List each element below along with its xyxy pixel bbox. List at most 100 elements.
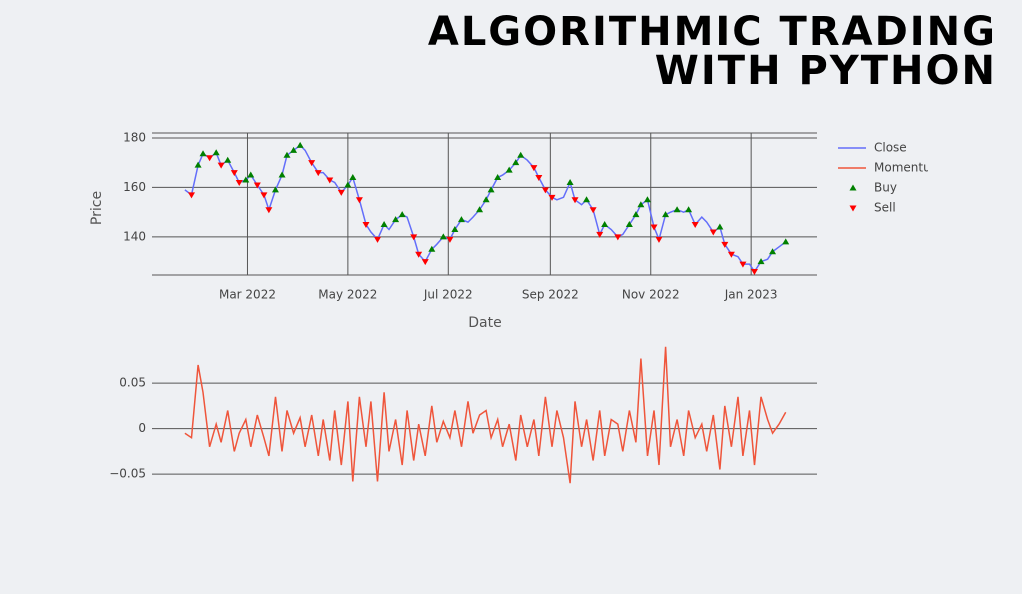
buy-marker [428, 245, 436, 252]
sell-marker [355, 197, 363, 204]
buy-marker [476, 206, 484, 213]
buy-marker [512, 159, 520, 166]
buy-marker [349, 174, 357, 181]
buy-marker [601, 221, 609, 228]
buy-marker [398, 211, 406, 218]
y-tick-label: 180 [123, 130, 146, 144]
buy-marker [643, 196, 651, 203]
buy-marker [583, 196, 591, 203]
x-tick-label: Jul 2022 [423, 288, 473, 302]
buy-marker [451, 225, 459, 232]
sell-marker [589, 207, 597, 214]
buy-marker [290, 146, 298, 153]
buy-marker [344, 181, 352, 188]
sell-marker [739, 261, 747, 268]
buy-marker [685, 206, 693, 213]
x-axis-title: Date [468, 315, 501, 331]
sell-marker [188, 192, 196, 199]
buy-marker [625, 221, 633, 228]
buy-marker [271, 186, 279, 193]
y-tick-label: 160 [123, 180, 146, 194]
buy-marker [296, 141, 304, 148]
buy-marker [494, 174, 502, 181]
x-tick-label: Sep 2022 [522, 288, 579, 302]
buy-marker [632, 211, 640, 218]
sell-marker [308, 160, 316, 167]
sell-marker [260, 192, 268, 199]
buy-marker [769, 248, 777, 255]
buy-marker [247, 171, 255, 178]
x-tick-label: Mar 2022 [219, 288, 276, 302]
series-line [184, 346, 787, 484]
sell-marker [362, 222, 370, 229]
buy-marker [242, 176, 250, 183]
sell-marker [691, 222, 699, 229]
sell-marker [596, 231, 604, 238]
legend-label: Sell [874, 201, 896, 215]
sell-marker [374, 236, 382, 243]
x-tick-label: Nov 2022 [622, 288, 680, 302]
page-title: WITH PYTHON [655, 48, 997, 94]
legend-label: Buy [874, 181, 897, 195]
legend-label: Momentum [874, 161, 942, 175]
sell-marker [314, 170, 322, 177]
sell-marker [727, 251, 735, 258]
y-tick-label: 0.05 [119, 376, 146, 390]
sell-marker [541, 187, 549, 194]
buy-marker [224, 156, 232, 163]
y-tick-label: −0.05 [109, 467, 146, 481]
buy-marker [566, 178, 574, 185]
buy-marker [194, 161, 202, 168]
sell-marker [548, 194, 556, 201]
x-tick-label: Jan 2023 [724, 288, 778, 302]
sell-marker [709, 229, 717, 236]
sell-marker [253, 182, 261, 189]
sell-marker [750, 269, 758, 276]
sell-marker [415, 251, 423, 258]
sell-marker [217, 162, 225, 169]
buy-marker [278, 171, 286, 178]
buy-marker [487, 186, 495, 193]
buy-marker [517, 151, 525, 158]
buy-marker [482, 196, 490, 203]
y-tick-label: 140 [123, 229, 146, 243]
sell-marker [410, 234, 418, 241]
x-tick-label: May 2022 [318, 288, 377, 302]
buy-marker [380, 221, 388, 228]
buy-marker [505, 166, 513, 173]
series-line [184, 144, 787, 273]
sell-marker [650, 224, 658, 231]
buy-marker [199, 150, 207, 157]
buy-marker [782, 238, 790, 245]
sell-marker [326, 177, 334, 184]
sell-marker [265, 207, 273, 214]
buy-marker [283, 151, 291, 158]
sell-marker [337, 189, 345, 196]
sell-marker [446, 236, 454, 243]
page-title: ALGORITHMIC TRADING [428, 9, 997, 55]
legend: Close Momentum Buy Sell [838, 141, 942, 215]
sell-marker [721, 241, 729, 248]
buy-marker [673, 206, 681, 213]
y-axis-title: Price [89, 191, 105, 225]
sell-marker [655, 236, 663, 243]
buy-marker [637, 201, 645, 208]
buy-marker [757, 258, 765, 265]
buy-marker [392, 216, 400, 223]
sell-marker [206, 155, 214, 162]
buy-marker [212, 149, 220, 156]
sell-marker [230, 170, 238, 177]
buy-marker [457, 216, 465, 223]
y-tick-label: 0 [138, 421, 146, 435]
buy-marker [439, 233, 447, 240]
sell-marker [571, 197, 579, 204]
sell-marker [530, 165, 538, 172]
buy-marker [662, 211, 670, 218]
sell-marker [535, 175, 543, 182]
legend-label: Close [874, 141, 907, 155]
sell-marker [614, 234, 622, 241]
legend-symbol [849, 184, 857, 191]
legend-symbol [849, 205, 857, 212]
buy-marker [716, 223, 724, 230]
